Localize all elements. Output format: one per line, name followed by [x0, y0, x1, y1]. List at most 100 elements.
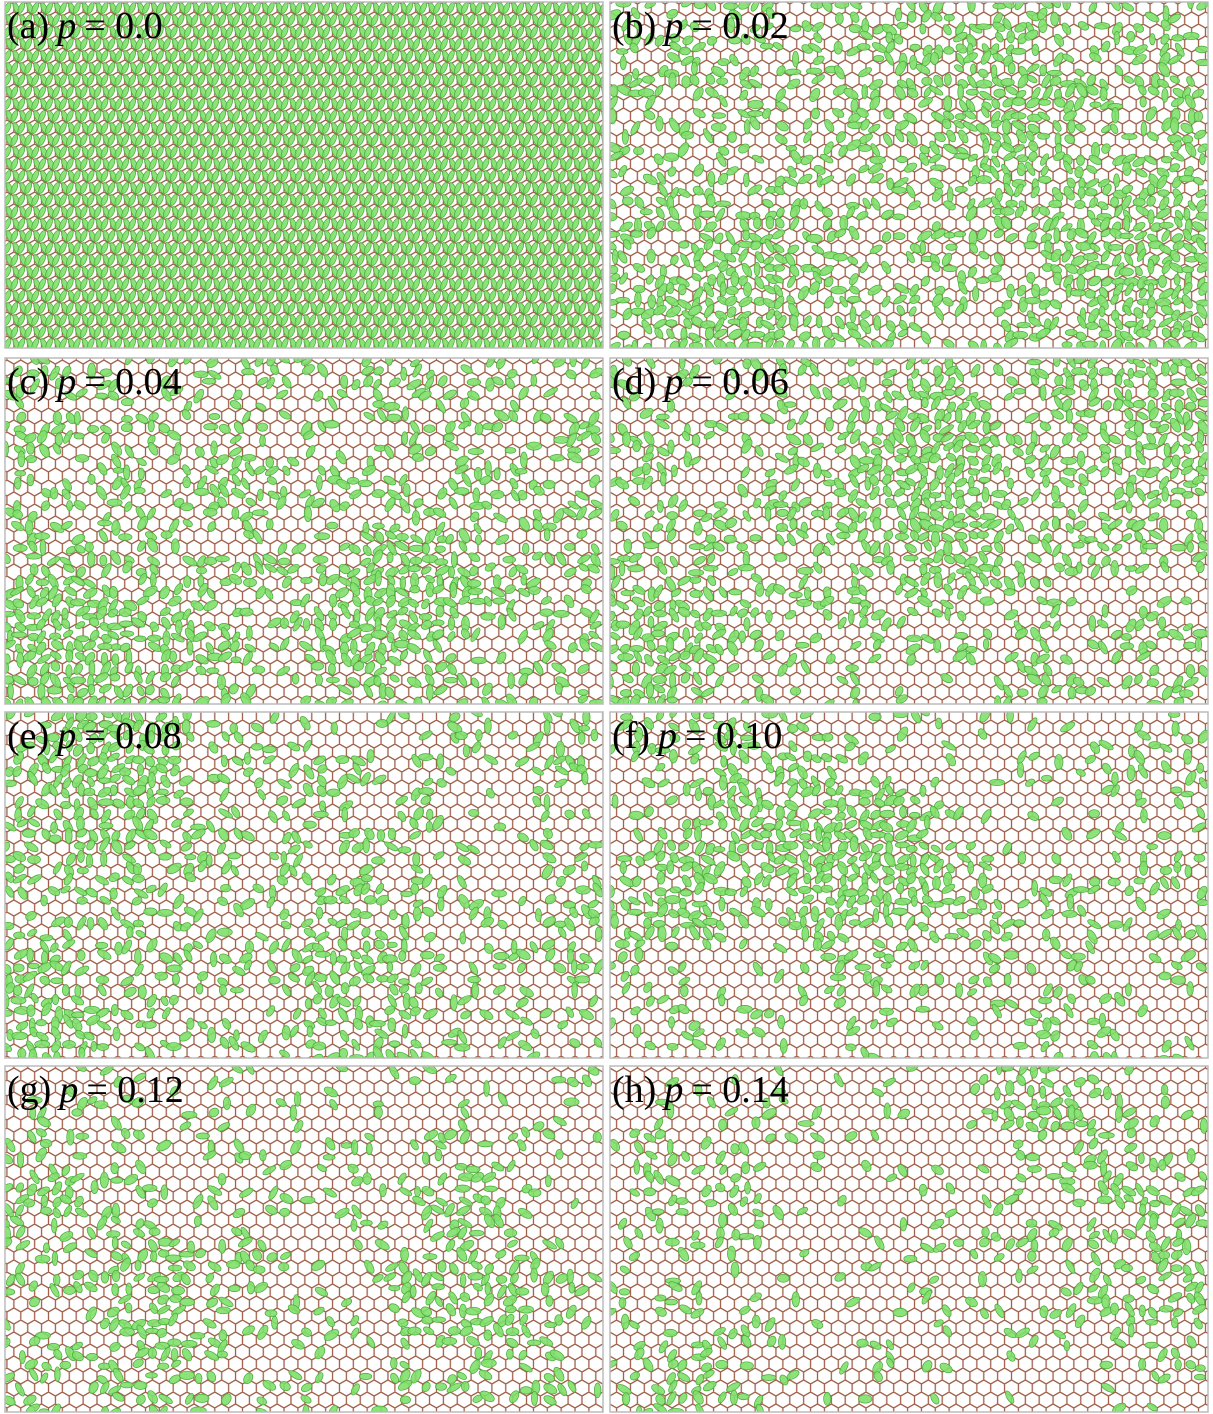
blob	[11, 632, 26, 638]
blob	[412, 510, 420, 525]
blob	[1120, 233, 1134, 239]
blob	[163, 631, 170, 646]
blob	[175, 620, 182, 634]
blob	[1062, 342, 1072, 348]
blob	[1156, 298, 1171, 307]
blob	[956, 496, 964, 508]
blob	[67, 501, 73, 511]
blob	[1011, 48, 1026, 54]
blob	[70, 599, 85, 606]
blob	[1076, 155, 1084, 166]
blob	[170, 651, 177, 662]
blob	[1126, 483, 1134, 498]
blob	[521, 574, 527, 585]
blob	[922, 397, 929, 407]
blob	[1066, 409, 1072, 423]
blob	[257, 423, 267, 431]
blob	[387, 632, 394, 642]
blob	[88, 474, 95, 484]
blob	[887, 178, 894, 190]
blob	[1133, 400, 1145, 408]
blob	[748, 111, 763, 117]
blob	[1, 611, 14, 617]
blob	[444, 434, 454, 442]
blob	[1078, 187, 1085, 199]
blob	[1061, 457, 1077, 464]
blob	[714, 502, 726, 509]
blob	[531, 375, 537, 387]
blob	[490, 490, 504, 499]
blob	[1142, 444, 1158, 450]
blob	[1040, 385, 1046, 401]
blob	[426, 685, 433, 701]
blob	[1184, 208, 1190, 220]
blob	[1072, 368, 1087, 375]
blob	[493, 575, 501, 588]
blob	[705, 327, 713, 339]
blob	[74, 412, 80, 425]
blob	[1171, 118, 1179, 134]
blob	[1099, 367, 1112, 375]
blob	[608, 266, 618, 274]
blob	[976, 277, 990, 283]
blob	[402, 407, 408, 421]
label-rest: = 0.02	[691, 5, 788, 47]
blob	[976, 176, 991, 184]
blob	[1134, 371, 1146, 378]
blob	[232, 507, 239, 519]
blob	[386, 353, 393, 366]
label-letter: (a)	[7, 5, 49, 47]
blob	[982, 487, 989, 502]
blob	[1051, 486, 1059, 501]
blob	[631, 231, 643, 238]
blob	[897, 448, 909, 454]
blob	[112, 654, 119, 666]
blob	[257, 489, 263, 501]
blob	[1141, 122, 1147, 136]
blob	[121, 424, 132, 432]
blob	[699, 211, 714, 217]
blob	[553, 610, 569, 617]
blob	[1128, 368, 1134, 378]
blob	[695, 218, 701, 230]
blob	[193, 371, 208, 378]
blob	[800, 199, 808, 209]
blob	[184, 576, 191, 588]
blob	[605, 310, 616, 318]
blob	[840, 215, 848, 230]
blob	[414, 697, 422, 708]
blob	[187, 641, 193, 655]
blob	[983, 422, 990, 434]
blob	[565, 543, 575, 550]
blob	[604, 231, 619, 237]
blob	[790, 315, 798, 331]
blob	[387, 552, 393, 562]
blob	[47, 687, 62, 694]
blob	[475, 423, 483, 435]
blob	[494, 468, 500, 480]
blob	[749, 331, 764, 337]
label-rest: = 0.0	[84, 5, 162, 47]
blob	[436, 606, 444, 617]
blob	[708, 171, 715, 186]
blob	[1012, 98, 1025, 106]
blob	[873, 55, 884, 61]
blob	[468, 448, 483, 454]
blob	[148, 420, 154, 432]
blob	[612, 250, 618, 265]
blob	[1147, 184, 1155, 195]
blob	[785, 69, 800, 75]
blob	[825, 418, 833, 431]
blob	[475, 535, 481, 545]
blob	[744, 283, 752, 297]
blob	[1164, 443, 1170, 457]
blob	[1172, 35, 1184, 42]
blob	[471, 657, 486, 664]
blob	[71, 677, 86, 684]
blob	[773, 502, 788, 508]
blob	[1017, 163, 1025, 176]
blob	[908, 11, 916, 22]
blob	[1150, 34, 1156, 45]
blob	[119, 608, 131, 616]
blob	[112, 520, 121, 535]
